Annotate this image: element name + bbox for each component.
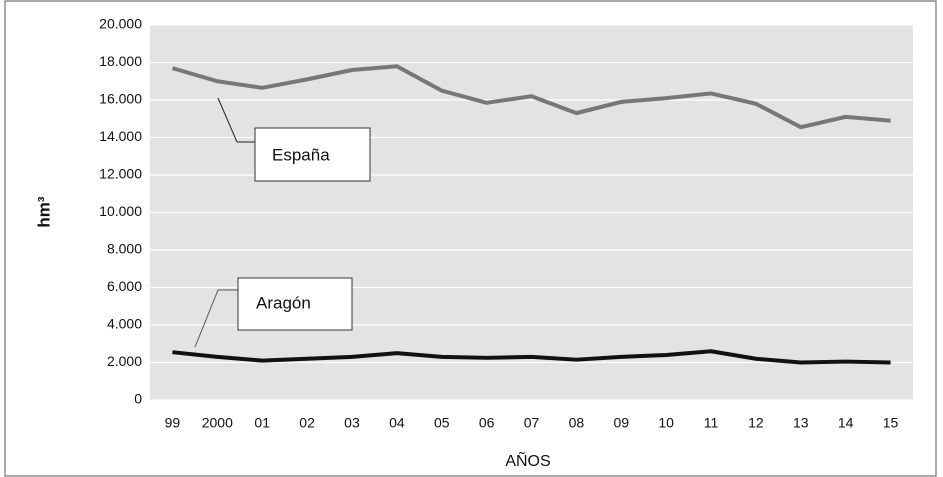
series-line: [171, 64, 891, 130]
y-tick-label: 12.000: [99, 166, 142, 182]
x-tick-label: 04: [389, 415, 405, 431]
x-tick-label: 08: [569, 415, 585, 431]
callout-line: [194, 289, 238, 348]
x-tick-label: 02: [299, 415, 315, 431]
y-tick-label: 2.000: [107, 353, 142, 369]
callout-line: [217, 97, 238, 143]
y-tick-label: 16.000: [99, 91, 142, 107]
x-tick-label: 14: [838, 415, 854, 431]
x-tick-label: 12: [748, 415, 764, 431]
x-axis-label: AÑOS: [505, 450, 550, 470]
x-tick-label: 2000: [202, 415, 233, 431]
y-tick-label: 8.000: [107, 241, 142, 257]
callout-box: [237, 277, 353, 331]
y-tick-label: 4.000: [107, 316, 142, 332]
x-tick-label: 10: [658, 415, 674, 431]
x-tick-label: 07: [524, 415, 540, 431]
series-line: [172, 349, 891, 365]
x-tick-label: 13: [793, 415, 809, 431]
y-tick-label: 10.000: [99, 203, 142, 219]
x-tick-label: 15: [883, 415, 899, 431]
y-tick-label: 6.000: [107, 278, 142, 294]
x-tick-label: 11: [704, 415, 719, 431]
y-tick-label: 0: [134, 391, 142, 407]
frame: [4, 0, 937, 477]
x-tick-label: 99: [165, 415, 181, 431]
x-tick-label: 03: [344, 415, 360, 431]
x-tick-label: 09: [613, 415, 629, 431]
y-tick-label: 18.000: [99, 53, 142, 69]
callout-box: [254, 127, 371, 182]
series-label: Aragón: [256, 293, 311, 312]
x-tick-label: 06: [479, 415, 495, 431]
x-tick-label: 01: [254, 415, 270, 431]
y-tick-label: 14.000: [99, 128, 142, 144]
y-axis-label: hm³: [34, 196, 53, 228]
x-tick-label: 05: [434, 415, 450, 431]
series-label: España: [272, 145, 330, 164]
y-tick-label: 20.000: [99, 16, 142, 32]
